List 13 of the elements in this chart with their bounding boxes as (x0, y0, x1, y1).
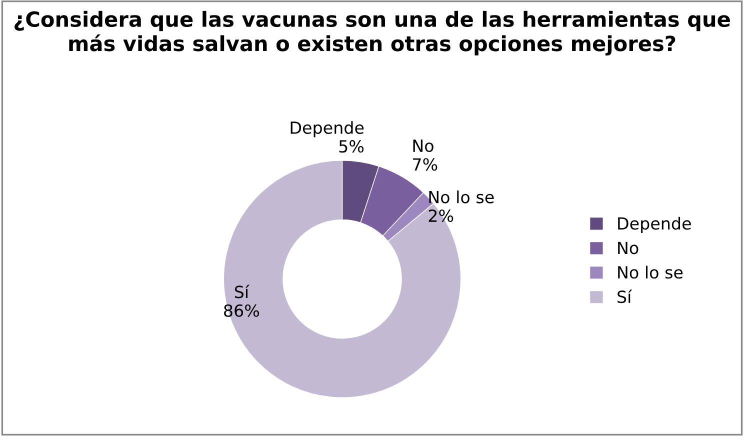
data-label: 2% (428, 209, 454, 222)
legend-label: Depende (618, 216, 691, 233)
data-label: 7% (413, 158, 438, 171)
legend-label: No (618, 242, 638, 254)
slice-label: Depende (290, 121, 364, 138)
legend-label: Sí (618, 290, 632, 304)
data-label: 5% (339, 140, 364, 153)
slice-label: No (413, 140, 434, 152)
legend-label: No lo se (618, 266, 683, 279)
chart-title: ¿Considera que las vacunas son una de las herramientas que más vidas salvan o existen otras opciones mejores? (14, 10, 730, 56)
slice-label: Sí (234, 284, 250, 298)
slice-label: No lo se (429, 190, 494, 204)
data-label: 86% (224, 304, 260, 317)
